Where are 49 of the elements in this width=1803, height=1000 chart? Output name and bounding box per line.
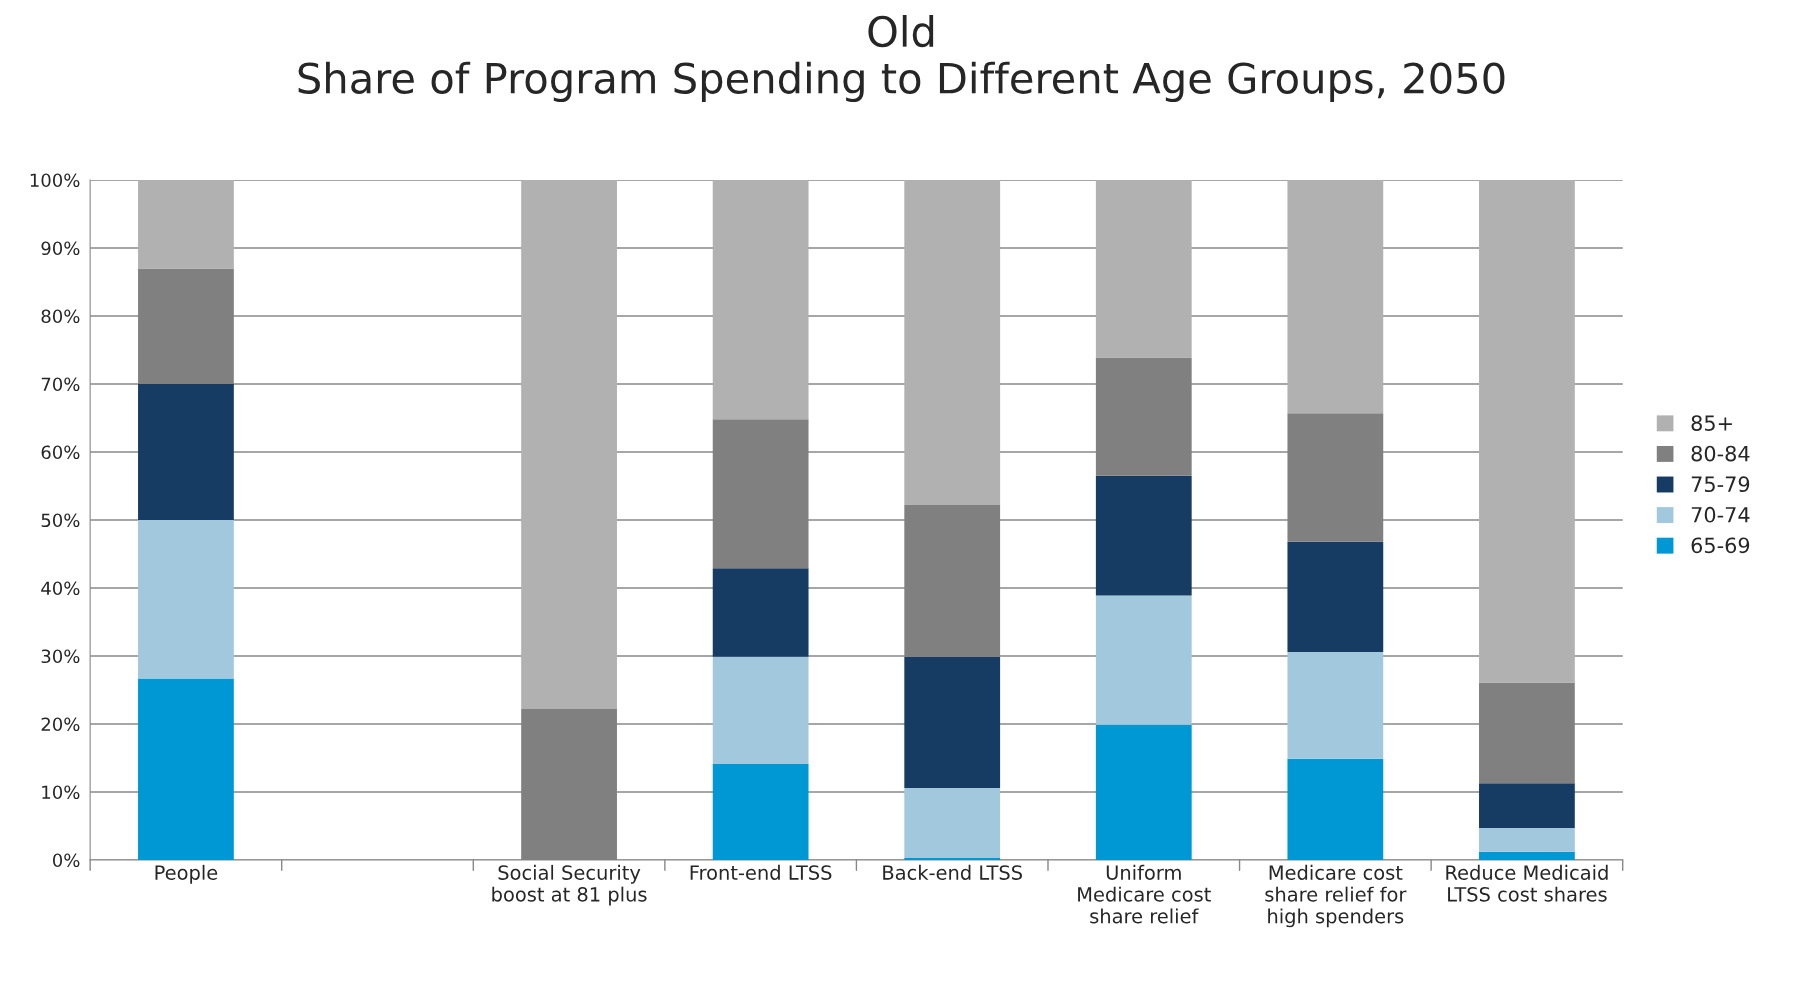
bar — [1287, 541, 1384, 652]
bar — [712, 180, 809, 420]
y-tick-label: 50% — [41, 513, 80, 528]
y-tick-label: 40% — [41, 581, 80, 596]
bar — [1479, 180, 1575, 683]
legend-label: 65-69 — [1691, 537, 1750, 554]
bar — [1287, 758, 1384, 860]
bar — [138, 384, 234, 520]
bar — [138, 180, 234, 269]
bar — [1095, 724, 1192, 860]
y-tick-label: 100% — [30, 173, 80, 188]
bar — [904, 787, 1001, 858]
y-tick-label: 10% — [42, 785, 80, 800]
y-tick-label: 70% — [41, 377, 80, 392]
bar — [1287, 651, 1384, 759]
x-tick-label: Medicare cost share relief for high spenders — [1265, 864, 1407, 928]
bar — [1479, 783, 1575, 829]
y-tick-label: 30% — [41, 649, 80, 664]
bar — [904, 656, 1001, 788]
y-tick-label: 0% — [52, 853, 80, 868]
bar — [712, 764, 809, 860]
x-tick-label: Front-end LTSS — [690, 864, 832, 880]
bar — [1479, 828, 1575, 852]
bar — [712, 568, 809, 657]
x-tick-label: Back-end LTSS — [883, 864, 1022, 880]
bar — [1095, 475, 1192, 596]
legend-label: 80-84 — [1691, 445, 1750, 462]
legend-label: 75-79 — [1691, 476, 1750, 493]
x-tick-label: People — [155, 864, 218, 884]
bar — [1287, 180, 1384, 414]
bar — [712, 656, 809, 765]
bar — [904, 857, 1001, 860]
y-tick-label: 80% — [41, 309, 80, 324]
bar — [904, 180, 1001, 506]
legend-label: 70-74 — [1691, 506, 1750, 523]
bar — [1095, 180, 1192, 358]
bar — [1479, 851, 1575, 860]
chart-title: Old Share of Program Spending to Different Age Groups, 2050 — [298, 15, 1505, 102]
bar — [1095, 595, 1192, 725]
bar — [521, 180, 617, 710]
x-tick-label: Social Security boost at 81 plus — [492, 864, 647, 906]
legend-label: 85+ — [1691, 415, 1732, 431]
y-tick-label: 90% — [41, 241, 80, 256]
bar — [138, 678, 234, 860]
y-tick-label: 60% — [41, 445, 80, 460]
x-tick-label: Reduce Medicaid LTSS cost shares — [1446, 864, 1608, 902]
bar — [138, 520, 234, 679]
x-tick-label: Uniform Medicare cost share relief — [1078, 864, 1211, 924]
y-tick-label: 20% — [41, 717, 80, 732]
